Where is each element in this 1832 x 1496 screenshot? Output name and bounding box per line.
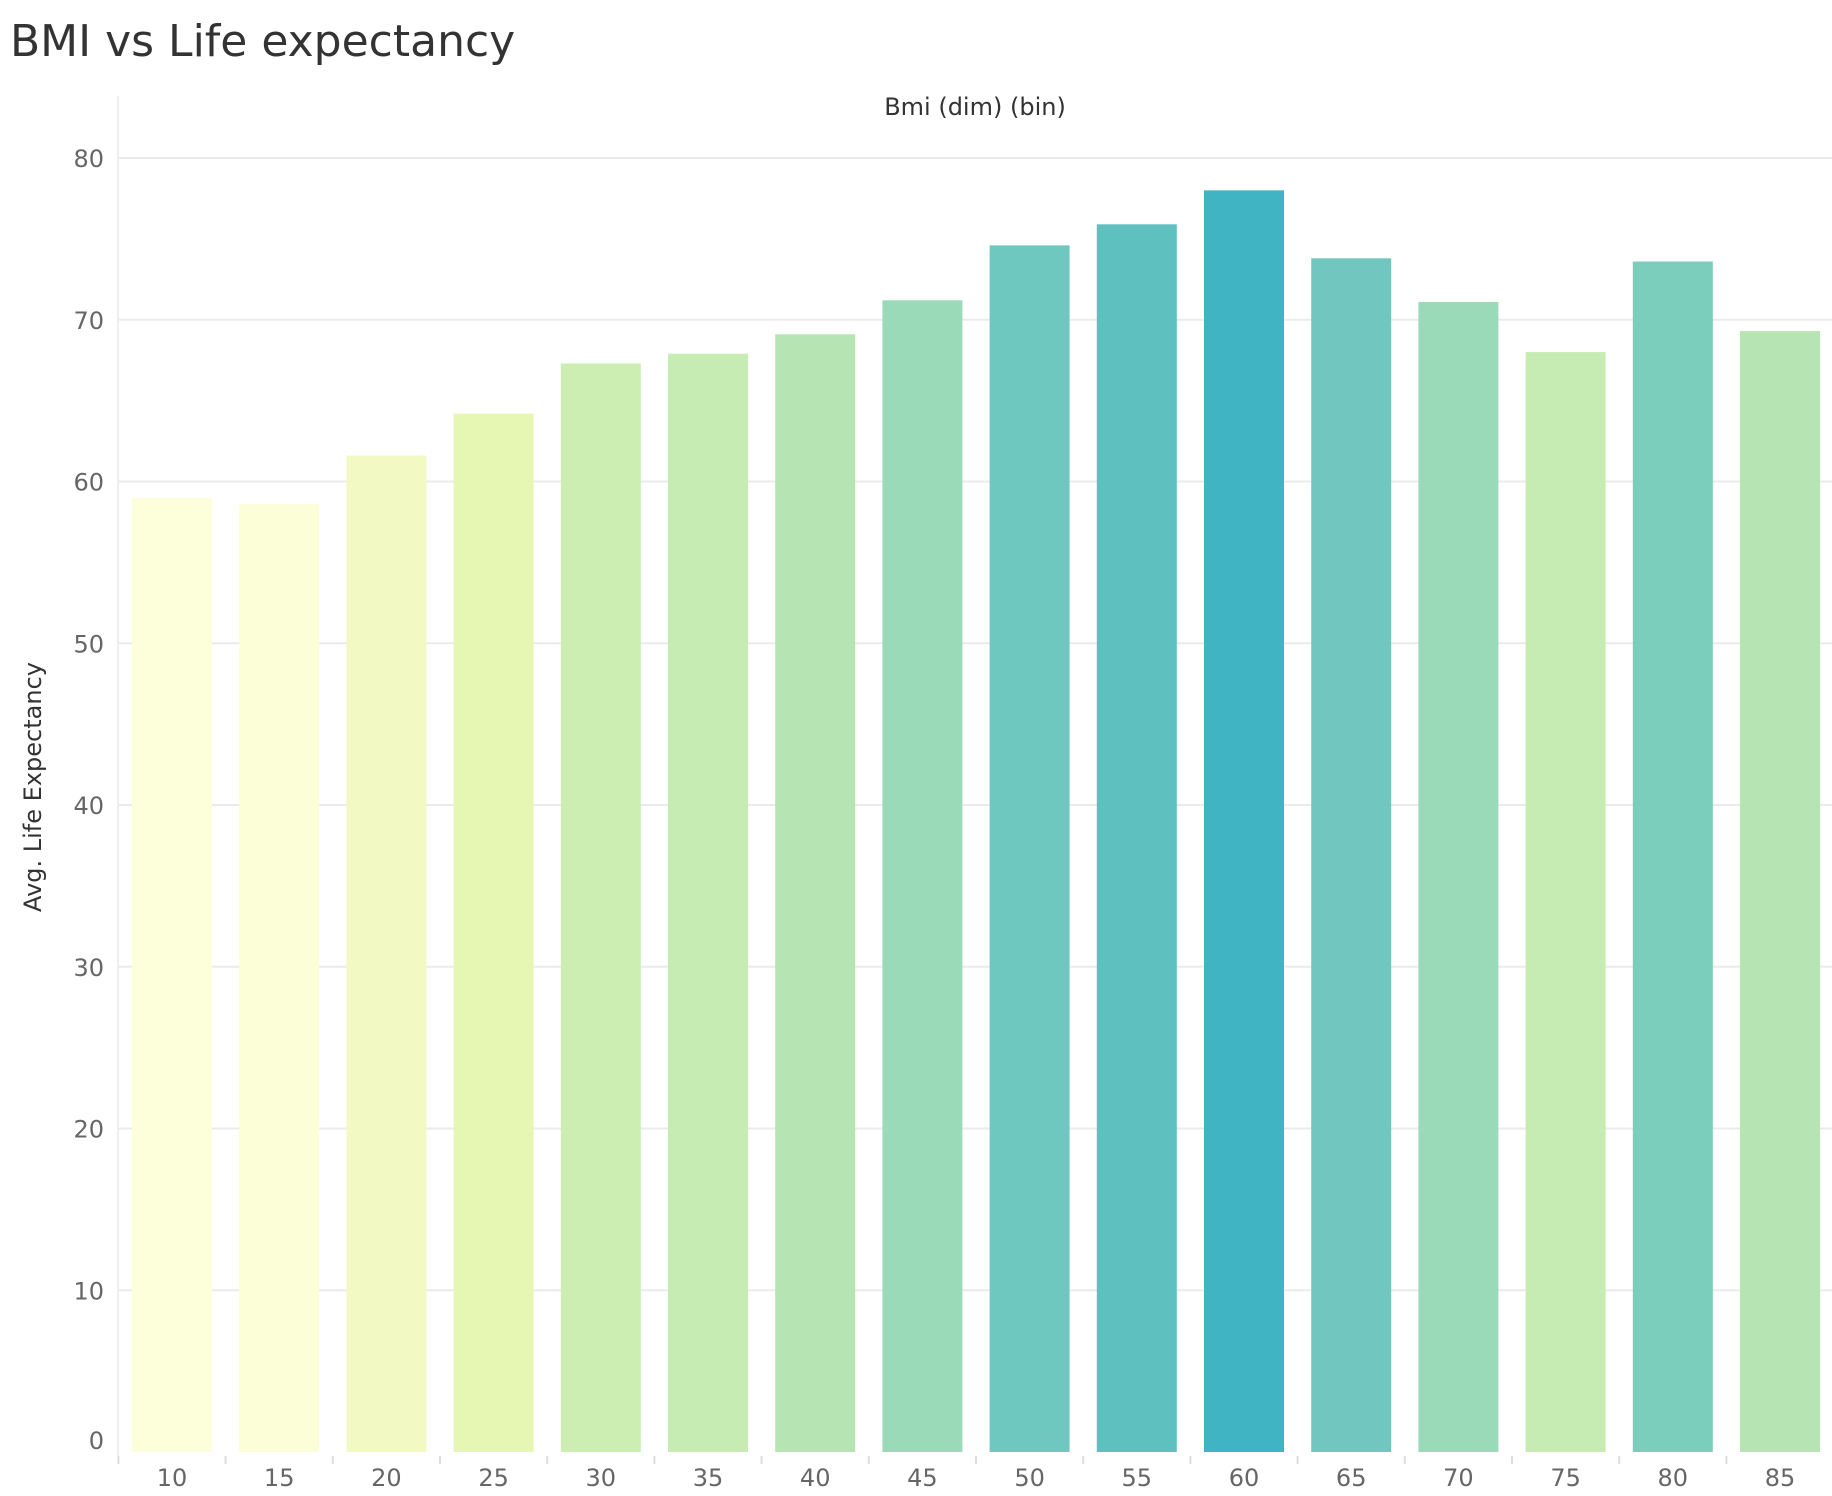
bar — [239, 504, 320, 1452]
bar — [989, 245, 1070, 1453]
y-tick-label: 50 — [73, 630, 104, 658]
x-tick-label: 55 — [1122, 1464, 1153, 1492]
y-tick-label: 80 — [73, 145, 104, 173]
x-tick-label: 40 — [800, 1464, 831, 1492]
x-tick-label: 20 — [371, 1464, 402, 1492]
x-tick-label: 25 — [478, 1464, 509, 1492]
bar — [1632, 261, 1713, 1452]
bar — [1740, 331, 1820, 1452]
x-tick-label: 45 — [907, 1464, 938, 1492]
x-tick-label: 15 — [264, 1464, 295, 1492]
x-tick-label: 10 — [157, 1464, 188, 1492]
bar — [775, 334, 856, 1452]
bar — [560, 363, 641, 1452]
bars — [132, 190, 1820, 1453]
x-tick-label: 85 — [1765, 1464, 1796, 1492]
y-axis-title: Avg. Life Expectancy — [19, 662, 47, 912]
chart-title: BMI vs Life expectancy — [10, 16, 516, 67]
bar — [346, 455, 427, 1452]
x-tick-label: 70 — [1443, 1464, 1474, 1492]
bar — [1096, 224, 1177, 1452]
x-tick-label: 30 — [586, 1464, 617, 1492]
bar — [453, 413, 534, 1453]
axes: 0 10 20 30 40 50 60 70 80 10 15 20 25 30 35 40 45 50 55 60 6… — [73, 96, 1795, 1492]
x-tick-label: 75 — [1550, 1464, 1581, 1492]
bar — [1418, 301, 1499, 1452]
y-tick-label: 70 — [73, 307, 104, 335]
bar — [1204, 190, 1284, 1453]
x-axis-title: Bmi (dim) (bin) — [884, 93, 1066, 121]
bar — [1525, 352, 1606, 1453]
y-tick-label: 40 — [73, 792, 104, 820]
x-tick-label: 65 — [1336, 1464, 1367, 1492]
bar — [1311, 258, 1392, 1452]
x-tick-label: 80 — [1658, 1464, 1689, 1492]
x-tick-label: 50 — [1014, 1464, 1045, 1492]
y-tick-label: 30 — [73, 954, 104, 982]
y-tick-label: 60 — [73, 469, 104, 497]
y-tick-label: 10 — [73, 1277, 104, 1305]
y-tick-label: 20 — [73, 1116, 104, 1144]
bar — [132, 497, 212, 1452]
bar — [882, 300, 963, 1453]
x-tick-label: 35 — [693, 1464, 724, 1492]
x-tick-label: 60 — [1229, 1464, 1260, 1492]
y-tick-label: 0 — [89, 1427, 104, 1455]
bar — [668, 353, 748, 1452]
